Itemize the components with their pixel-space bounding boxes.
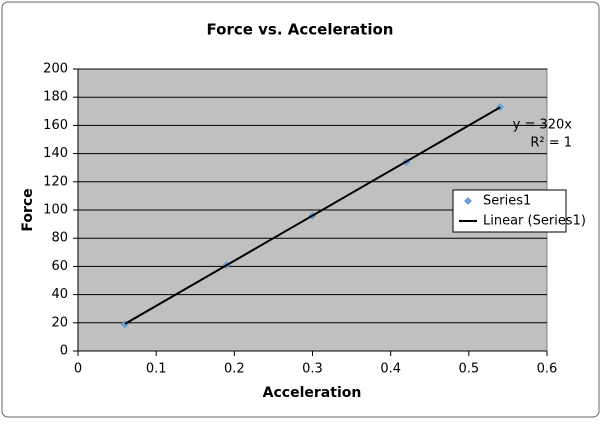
legend-label: Linear (Series1) <box>483 214 586 229</box>
y-tick-label: 180 <box>43 90 68 105</box>
y-axis-label: Force <box>20 188 36 231</box>
x-tick-label: 0.6 <box>537 362 558 377</box>
y-tick-label: 100 <box>43 203 68 218</box>
x-axis-label: Acceleration <box>263 385 362 401</box>
x-tick-label: 0.5 <box>458 362 479 377</box>
x-tick-label: 0.4 <box>380 362 401 377</box>
y-tick-label: 40 <box>51 287 68 302</box>
trendline-label: y = 320x <box>513 118 573 133</box>
x-tick-label: 0.2 <box>224 362 245 377</box>
legend-swatch <box>464 197 472 205</box>
chart-title: Force vs. Acceleration <box>207 21 394 39</box>
legend-label: Series1 <box>483 194 531 209</box>
y-tick-label: 0 <box>60 344 68 359</box>
y-tick-label: 140 <box>43 146 68 161</box>
legend <box>452 189 567 233</box>
y-tick-label: 20 <box>51 315 68 330</box>
y-tick-label: 160 <box>43 118 68 133</box>
x-tick-label: 0.1 <box>146 362 167 377</box>
trendline <box>124 106 501 325</box>
y-tick-label: 80 <box>51 231 68 246</box>
x-tick-label: 0 <box>74 362 82 377</box>
y-tick-label: 120 <box>43 174 68 189</box>
trendline-label: R² = 1 <box>530 136 572 151</box>
x-tick-label: 0.3 <box>302 362 323 377</box>
y-tick-label: 60 <box>51 259 68 274</box>
y-tick-label: 200 <box>43 62 68 77</box>
